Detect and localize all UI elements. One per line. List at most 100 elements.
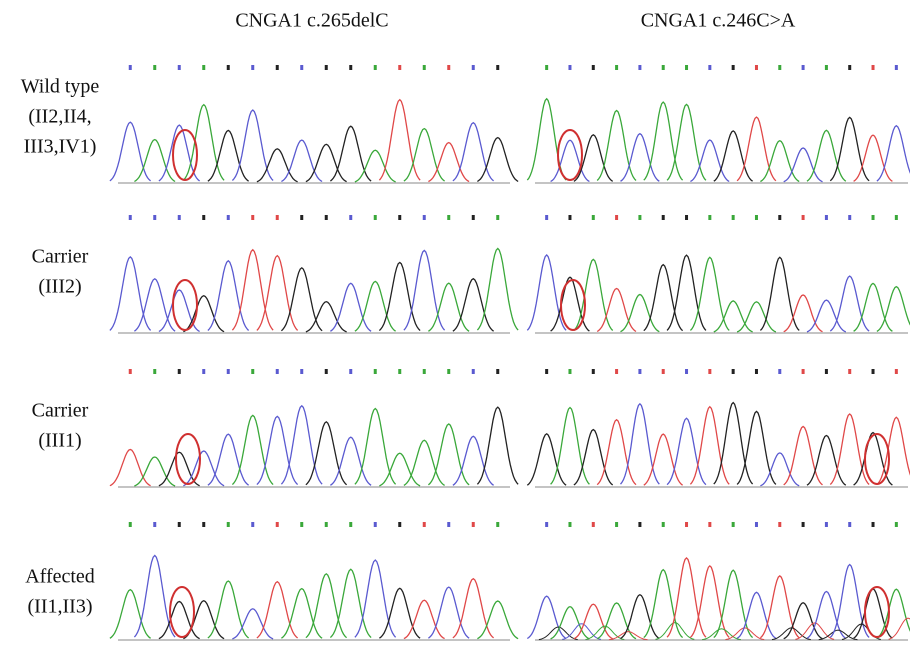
base-call: [472, 369, 475, 374]
column-header: CNGA1 c.265delC: [235, 10, 388, 32]
trace-peak: [714, 570, 753, 637]
base-call: [276, 369, 279, 374]
base-call: [848, 522, 851, 527]
base-call: [895, 369, 898, 374]
base-call: [755, 369, 758, 374]
base-call: [227, 65, 230, 70]
base-call: [374, 522, 377, 527]
base-call: [496, 65, 499, 70]
base-call: [202, 522, 205, 527]
base-call: [592, 215, 595, 220]
trace-peak: [208, 581, 249, 638]
row-label: Affected: [25, 566, 95, 588]
base-call: [251, 522, 254, 527]
base-call: [447, 522, 450, 527]
base-call: [325, 369, 328, 374]
row-label: (III2): [38, 276, 81, 298]
base-call: [202, 65, 205, 70]
base-call: [872, 522, 875, 527]
trace-peak: [477, 601, 518, 639]
trace-peak: [877, 126, 910, 181]
row-label: (II2,II4,: [28, 106, 91, 128]
trace-peak: [574, 604, 613, 639]
base-call: [251, 369, 254, 374]
base-call: [374, 65, 377, 70]
base-call: [592, 522, 595, 527]
row-label: III3,IV1): [24, 136, 97, 158]
row-label: (II1,II3): [28, 596, 93, 618]
base-call: [778, 369, 781, 374]
base-call: [349, 522, 352, 527]
row-label: (III1): [38, 430, 81, 452]
base-call: [708, 215, 711, 220]
base-call: [300, 215, 303, 220]
base-call: [638, 369, 641, 374]
base-call: [545, 369, 548, 374]
base-call: [848, 65, 851, 70]
base-call: [662, 522, 665, 527]
base-call: [825, 65, 828, 70]
trace-peak: [404, 129, 445, 182]
base-call: [423, 215, 426, 220]
trace-peak: [527, 255, 566, 330]
trace-peak: [609, 632, 648, 640]
trace-peak: [232, 415, 273, 484]
trace-peak: [714, 403, 753, 485]
trace-peak: [232, 250, 273, 331]
base-call: [374, 215, 377, 220]
trace-peak: [281, 140, 322, 181]
base-call: [276, 522, 279, 527]
base-call: [349, 369, 352, 374]
base-call: [496, 215, 499, 220]
base-call: [496, 522, 499, 527]
base-call: [349, 65, 352, 70]
base-call: [447, 65, 450, 70]
trace-peak: [807, 592, 846, 639]
base-call: [227, 215, 230, 220]
trace-peak: [379, 453, 420, 486]
base-call: [227, 522, 230, 527]
trace-peak: [330, 283, 371, 331]
base-call: [129, 369, 132, 374]
base-call: [615, 215, 618, 220]
trace-peak: [110, 450, 151, 486]
base-call: [872, 369, 875, 374]
trace-peak: [667, 104, 706, 180]
figure: CNGA1 c.265delC CNGA1 c.246C>A Wild type…: [0, 0, 910, 646]
mutation-circle: [176, 434, 200, 484]
trace-peak: [306, 574, 347, 638]
trace-peak: [562, 624, 601, 640]
row-label: Carrier: [32, 400, 89, 422]
base-call: [638, 65, 641, 70]
trace-peak: [725, 628, 764, 640]
base-call: [848, 215, 851, 220]
base-call: [129, 215, 132, 220]
base-call: [472, 215, 475, 220]
trace-peak: [597, 289, 636, 332]
base-call: [638, 215, 641, 220]
base-call: [300, 65, 303, 70]
base-call: [568, 215, 571, 220]
trace-peak: [667, 255, 706, 330]
trace-peak: [574, 259, 613, 330]
base-call: [825, 215, 828, 220]
base-call: [708, 522, 711, 527]
trace-peak: [784, 427, 823, 485]
base-call: [592, 65, 595, 70]
trace-peak: [656, 623, 695, 640]
base-call: [685, 522, 688, 527]
base-call: [568, 369, 571, 374]
base-call: [895, 522, 898, 527]
base-call: [778, 215, 781, 220]
base-call: [685, 65, 688, 70]
trace-peak: [379, 100, 420, 181]
base-call: [778, 522, 781, 527]
base-call: [545, 215, 548, 220]
base-call: [872, 65, 875, 70]
trace-peak: [257, 256, 298, 331]
trace-peak: [110, 122, 151, 181]
trace-peak: [830, 565, 869, 638]
column-header: CNGA1 c.246C>A: [641, 10, 796, 32]
base-call: [825, 369, 828, 374]
base-call: [423, 65, 426, 70]
